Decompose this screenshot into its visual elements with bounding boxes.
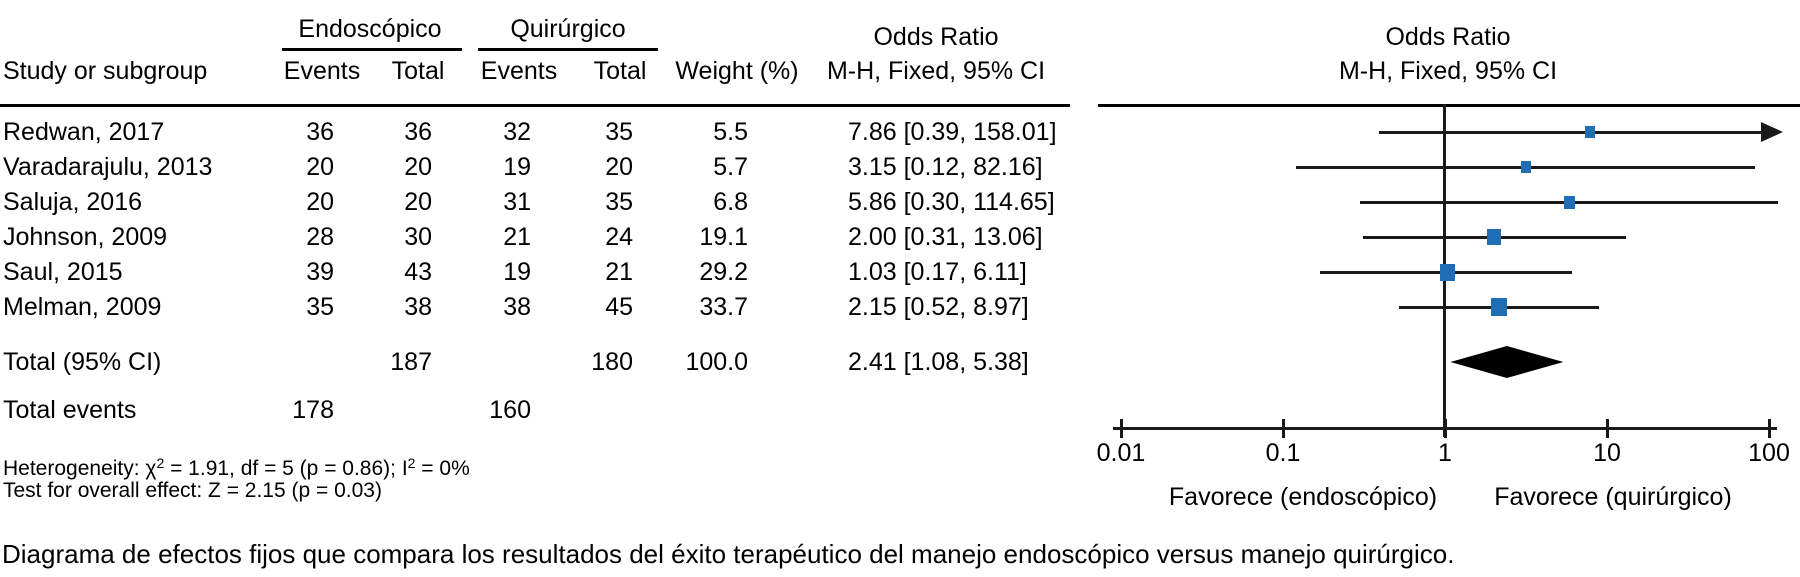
weight-value: 5.7 (713, 153, 748, 181)
or-marker (1585, 126, 1596, 138)
events-endoscopic-value: 36 (306, 118, 334, 146)
heterogeneity-text: = 0% (415, 457, 470, 480)
total-row-label: Total (95% CI) (3, 348, 162, 376)
or-ci-value: 2.00 [0.31, 13.06] (848, 223, 1043, 251)
heterogeneity-text: Heterogeneity: χ (3, 457, 157, 480)
column-header-total-1: Total (391, 57, 445, 85)
total-weight: 100.0 (685, 348, 748, 376)
xlabel-favors-endoscopic: Favorece (endoscópico) (1168, 483, 1438, 511)
total-surgical-value: 45 (605, 293, 633, 321)
or-marker (1563, 195, 1575, 209)
or-ci-value: 2.15 [0.52, 8.97] (848, 293, 1029, 321)
or-ci-value: 5.86 [0.30, 114.65] (848, 188, 1055, 216)
or-ci-value: 7.86 [0.39, 158.01] (848, 118, 1057, 146)
weight-value: 19.1 (699, 223, 748, 251)
total-surgical-value: 20 (605, 153, 633, 181)
axis-tick-label: 10 (1593, 439, 1621, 467)
column-header-total-2: Total (593, 57, 647, 85)
total-events-endoscopic: 178 (292, 396, 334, 424)
total-surgical-sum: 180 (591, 348, 633, 376)
column-header-events-2: Events (480, 57, 558, 85)
study-label: Saluja, 2016 (3, 188, 143, 216)
events-surgical-value: 21 (503, 223, 531, 251)
study-label: Johnson, 2009 (3, 223, 168, 251)
total-surgical-value: 24 (605, 223, 633, 251)
column-header-or-line2: M-H, Fixed, 95% CI (826, 57, 1046, 85)
total-endoscopic-value: 36 (404, 118, 432, 146)
events-surgical-value: 32 (503, 118, 531, 146)
axis-tick (1119, 419, 1123, 438)
group-underline-surgical (478, 48, 658, 51)
or-marker (1520, 161, 1531, 173)
weight-value: 29.2 (699, 258, 748, 286)
group-header-endoscopic: Endoscópico (298, 15, 442, 43)
heterogeneity-text: = 1.91, df = 5 (p = 0.86); I (164, 457, 408, 480)
plot-title-line2: M-H, Fixed, 95% CI (1338, 57, 1558, 85)
total-endoscopic-value: 20 (404, 153, 432, 181)
events-surgical-value: 38 (503, 293, 531, 321)
column-header-events-1: Events (283, 57, 361, 85)
arrow-right-icon (1761, 122, 1783, 142)
events-surgical-value: 19 (503, 153, 531, 181)
total-endoscopic-value: 30 (404, 223, 432, 251)
plot-header-rule (1098, 104, 1800, 107)
total-endoscopic-value: 43 (404, 258, 432, 286)
total-endoscopic-value: 38 (404, 293, 432, 321)
events-endoscopic-value: 35 (306, 293, 334, 321)
or-marker (1486, 229, 1501, 245)
axis-tick (1767, 419, 1771, 438)
summary-diamond (1450, 346, 1564, 378)
column-header-study: Study or subgroup (3, 57, 208, 85)
axis-tick-label: 0.1 (1265, 439, 1301, 467)
table-header-rule (0, 104, 1070, 107)
events-surgical-value: 31 (503, 188, 531, 216)
figure-caption: Diagrama de efectos fijos que compara lo… (2, 539, 1455, 569)
total-surgical-value: 21 (605, 258, 633, 286)
axis-tick (1605, 419, 1609, 438)
total-or-ci: 2.41 [1.08, 5.38] (848, 348, 1029, 376)
study-label: Varadarajulu, 2013 (3, 153, 213, 181)
or-marker (1490, 298, 1507, 316)
events-endoscopic-value: 28 (306, 223, 334, 251)
heterogeneity-note: Heterogeneity: χ2 = 1.91, df = 5 (p = 0.… (3, 450, 470, 482)
weight-value: 6.8 (713, 188, 748, 216)
xlabel-favors-surgical: Favorece (quirúrgico) (1494, 483, 1732, 511)
plot-title-line1: Odds Ratio (1385, 23, 1511, 51)
weight-value: 5.5 (713, 118, 748, 146)
column-header-or-line1: Odds Ratio (873, 23, 999, 51)
study-label: Saul, 2015 (3, 258, 123, 286)
or-marker (1439, 263, 1455, 281)
overall-effect-note: Test for overall effect: Z = 2.15 (p = 0… (3, 479, 382, 502)
axis-tick-label: 100 (1748, 439, 1790, 467)
total-events-surgical: 160 (489, 396, 531, 424)
group-header-surgical: Quirúrgico (510, 15, 626, 43)
events-endoscopic-value: 20 (306, 153, 334, 181)
total-endoscopic-value: 20 (404, 188, 432, 216)
axis-tick (1281, 419, 1285, 438)
events-endoscopic-value: 20 (306, 188, 334, 216)
i-squared-superscript: 2 (407, 455, 416, 471)
study-label: Redwan, 2017 (3, 118, 165, 146)
total-events-label: Total events (3, 396, 137, 424)
events-endoscopic-value: 39 (306, 258, 334, 286)
or-ci-value: 3.15 [0.12, 82.16] (848, 153, 1043, 181)
ci-line (1378, 131, 1762, 134)
total-surgical-value: 35 (605, 118, 633, 146)
or-ci-value: 1.03 [0.17, 6.11] (848, 258, 1027, 286)
column-header-weight: Weight (%) (675, 57, 799, 85)
group-underline-endoscopic (282, 48, 462, 51)
events-surgical-value: 19 (503, 258, 531, 286)
axis-tick-label: 1 (1438, 439, 1452, 467)
chi-squared-superscript: 2 (156, 455, 165, 471)
total-endoscopic-sum: 187 (390, 348, 432, 376)
axis-tick (1443, 419, 1447, 438)
axis-tick-label: 0.01 (1096, 439, 1146, 467)
total-surgical-value: 35 (605, 188, 633, 216)
weight-value: 33.7 (699, 293, 748, 321)
study-label: Melman, 2009 (3, 293, 162, 321)
